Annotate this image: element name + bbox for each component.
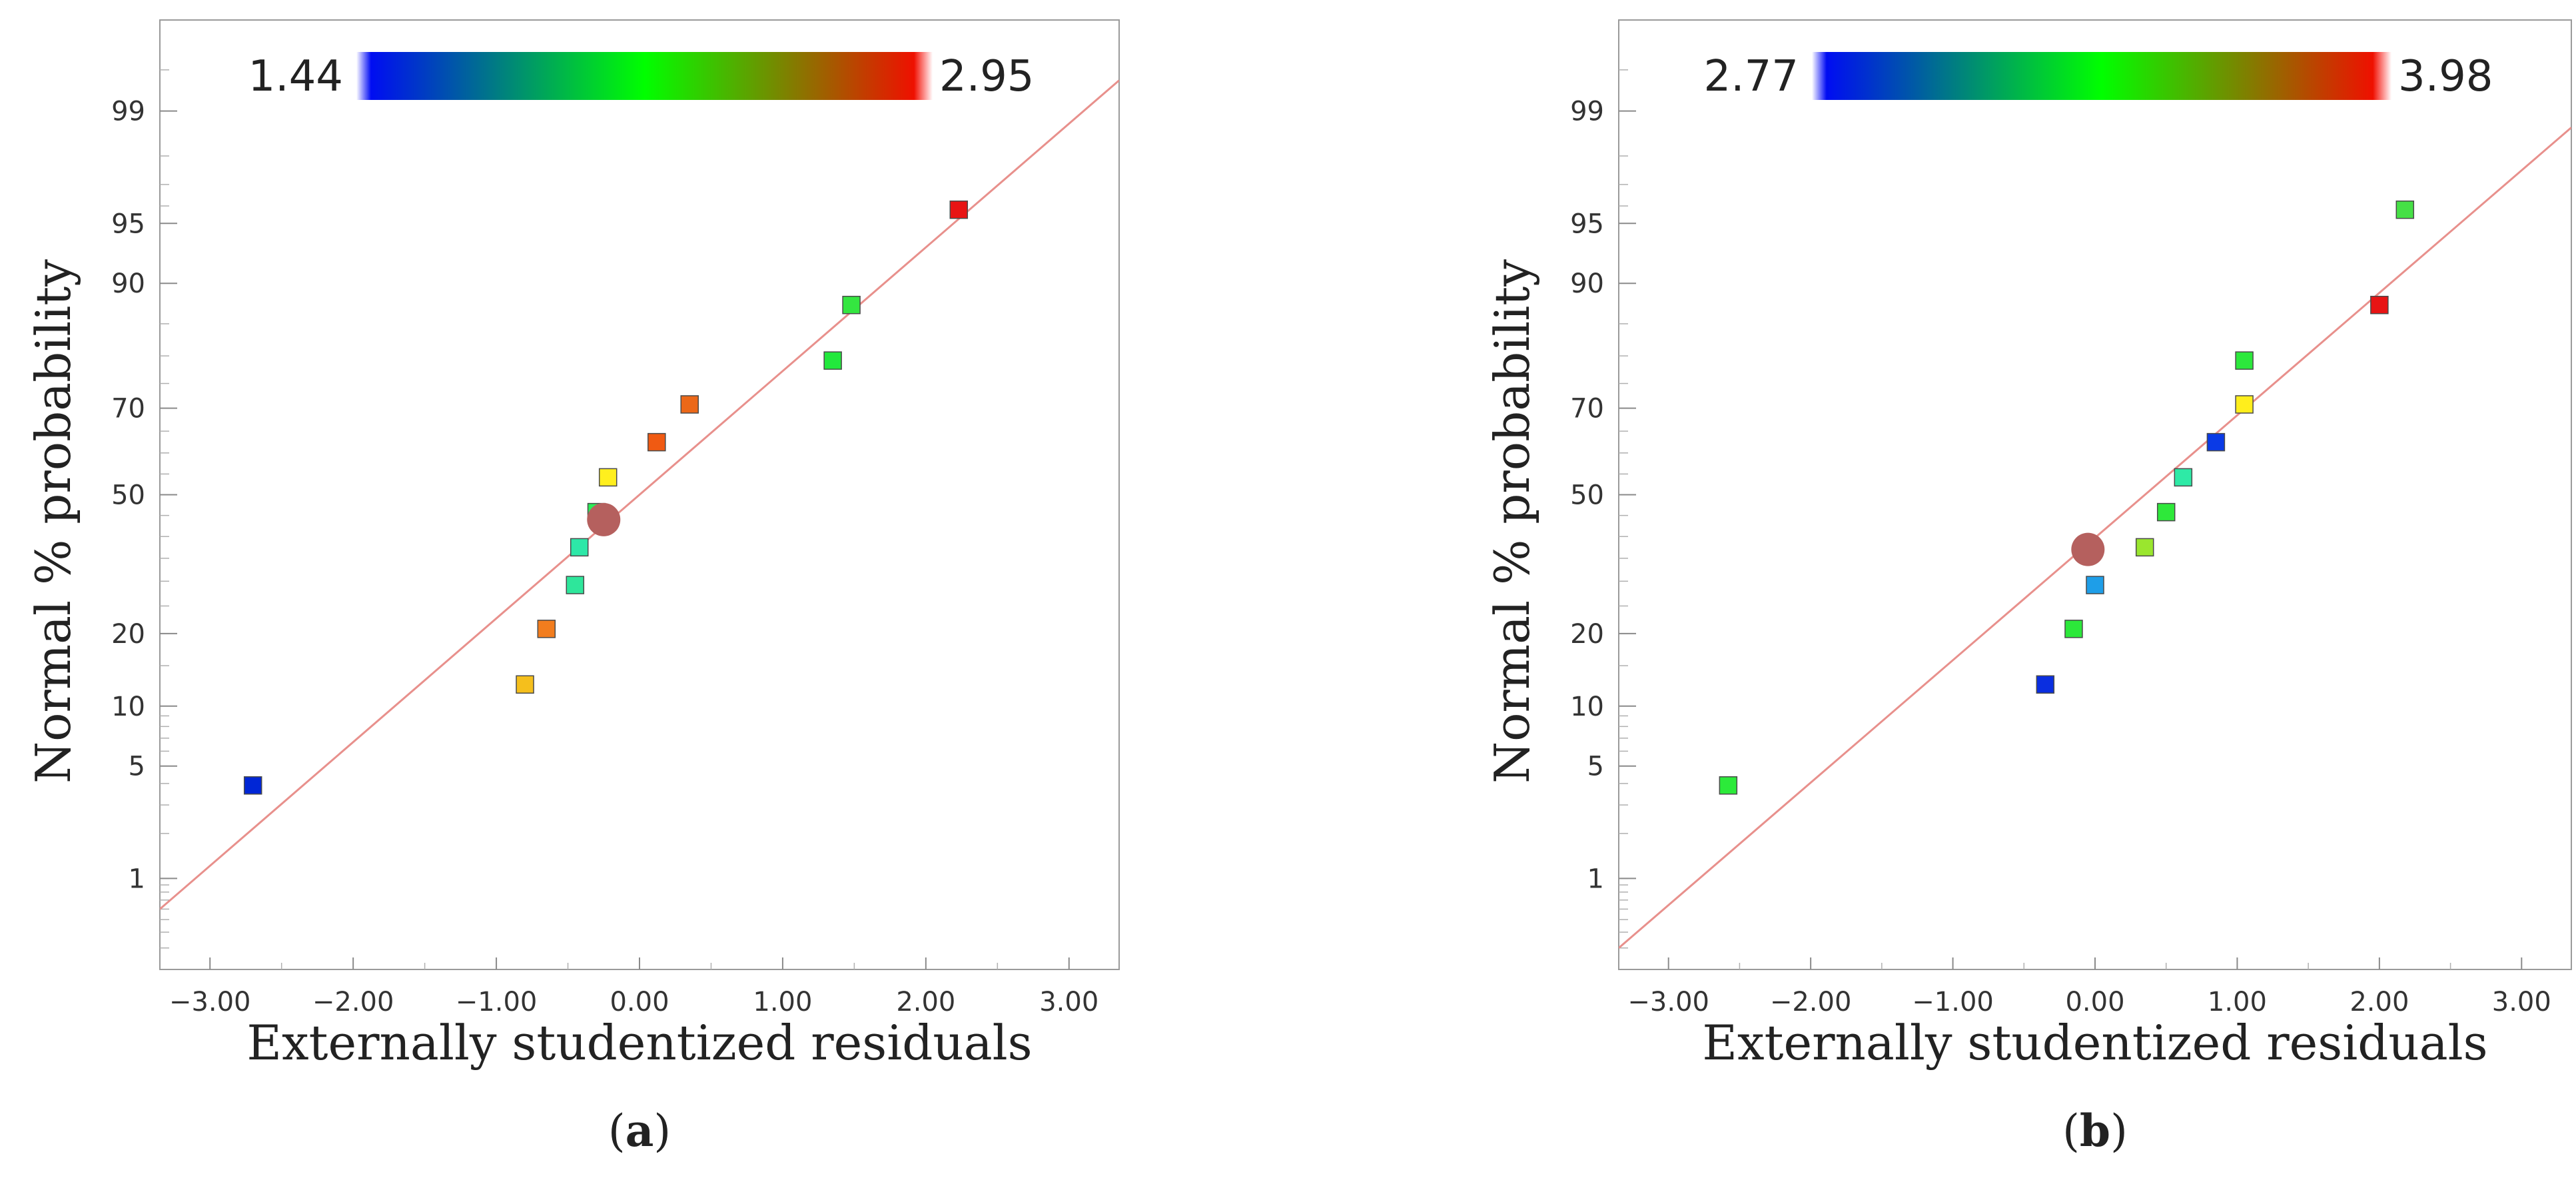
y-tick-label: 50 [1570,480,1604,511]
fit-line [160,79,1119,910]
colorbar-max-label: 3.98 [2398,52,2493,101]
colorbar-fade-left [1812,52,1827,100]
y-tick-label: 50 [111,480,145,511]
data-point [516,675,534,694]
y-tick-label: 1 [129,864,145,894]
data-point [243,776,262,795]
x-tick-label: 3.00 [2492,987,2551,1017]
x-tick-label: −3.00 [169,987,251,1017]
data-point [2395,200,2415,219]
y-tick-label: 20 [1570,619,1604,650]
data-point [2370,295,2389,314]
data-point [1719,776,1738,795]
plot-frame [1618,19,2572,970]
y-tick-label: 99 [1570,97,1604,127]
data-point [949,200,969,219]
data-point [570,538,589,557]
y-tick-label: 70 [1570,394,1604,424]
y-axis-label: Normal % probability [1484,259,1540,784]
data-point [2036,675,2055,694]
x-axis-label: Externally studentized residuals [246,1015,1032,1071]
center-marker [2071,532,2105,566]
panel-label: (a) [608,1105,671,1157]
y-tick-label: 95 [111,209,145,239]
data-point [566,576,585,594]
y-tick-label: 5 [129,752,145,782]
data-point [2156,502,2176,522]
x-tick-label: −3.00 [1627,987,1709,1017]
y-tick-label: 95 [1570,209,1604,239]
data-point [2206,432,2226,452]
x-tick-label: 3.00 [1039,987,1098,1017]
data-point [842,295,861,314]
colorbar-gradient [1812,52,2391,100]
x-tick-label: 2.00 [896,987,955,1017]
colorbar-min-label: 1.44 [248,52,344,101]
x-tick-label: 2.00 [2350,987,2409,1017]
center-marker [587,502,621,536]
plot-panel-b: 1 5 10 20 50 70 90 95 99 −3.00 −2.00 −1.00 0.00 1.00 2… [1484,19,2572,1157]
data-point [2174,468,2193,487]
y-axis-label: Normal % probability [25,259,81,784]
x-tick-label: −1.00 [1912,987,1994,1017]
data-point [2235,395,2254,414]
data-point [647,432,666,452]
y-tick-label: 20 [111,619,145,650]
colorbar-max-label: 2.95 [939,52,1035,101]
data-point [537,620,556,638]
x-tick-label: −1.00 [456,987,538,1017]
colorbar-min-label: 2.77 [1704,52,1799,101]
data-point [2064,620,2083,638]
y-tick-label: 10 [111,692,145,722]
colorbar-gradient [356,52,933,100]
y-tick-label: 90 [111,269,145,299]
y-tick-label: 90 [1570,269,1604,299]
data-point [598,468,618,487]
data-point [823,351,842,370]
y-tick-label: 99 [111,97,145,127]
panel-label: (b) [2062,1105,2128,1157]
colorbar-fade-left [356,52,371,100]
colorbar-fade-right [914,52,933,100]
x-tick-label: −2.00 [312,987,394,1017]
y-tick-label: 5 [1587,752,1604,782]
y-tick-label: 1 [1587,864,1604,894]
data-point [2135,538,2154,557]
x-tick-label: 0.00 [610,987,669,1017]
x-tick-label: 1.00 [2208,987,2267,1017]
data-point [680,395,699,414]
data-point [2235,351,2254,370]
x-tick-label: −2.00 [1770,987,1852,1017]
y-tick-label: 70 [111,394,145,424]
colorbar-fade-right [2373,52,2391,100]
x-axis-label: Externally studentized residuals [1702,1015,2487,1071]
plot-panel-a: 1 5 10 20 50 70 90 95 99 −3.00 −2.00 −1.00 0.00 1.00 2… [25,19,1120,1157]
y-tick-label: 10 [1570,692,1604,722]
x-tick-label: 0.00 [2065,987,2124,1017]
x-tick-label: 1.00 [753,987,812,1017]
data-point [2086,576,2104,594]
